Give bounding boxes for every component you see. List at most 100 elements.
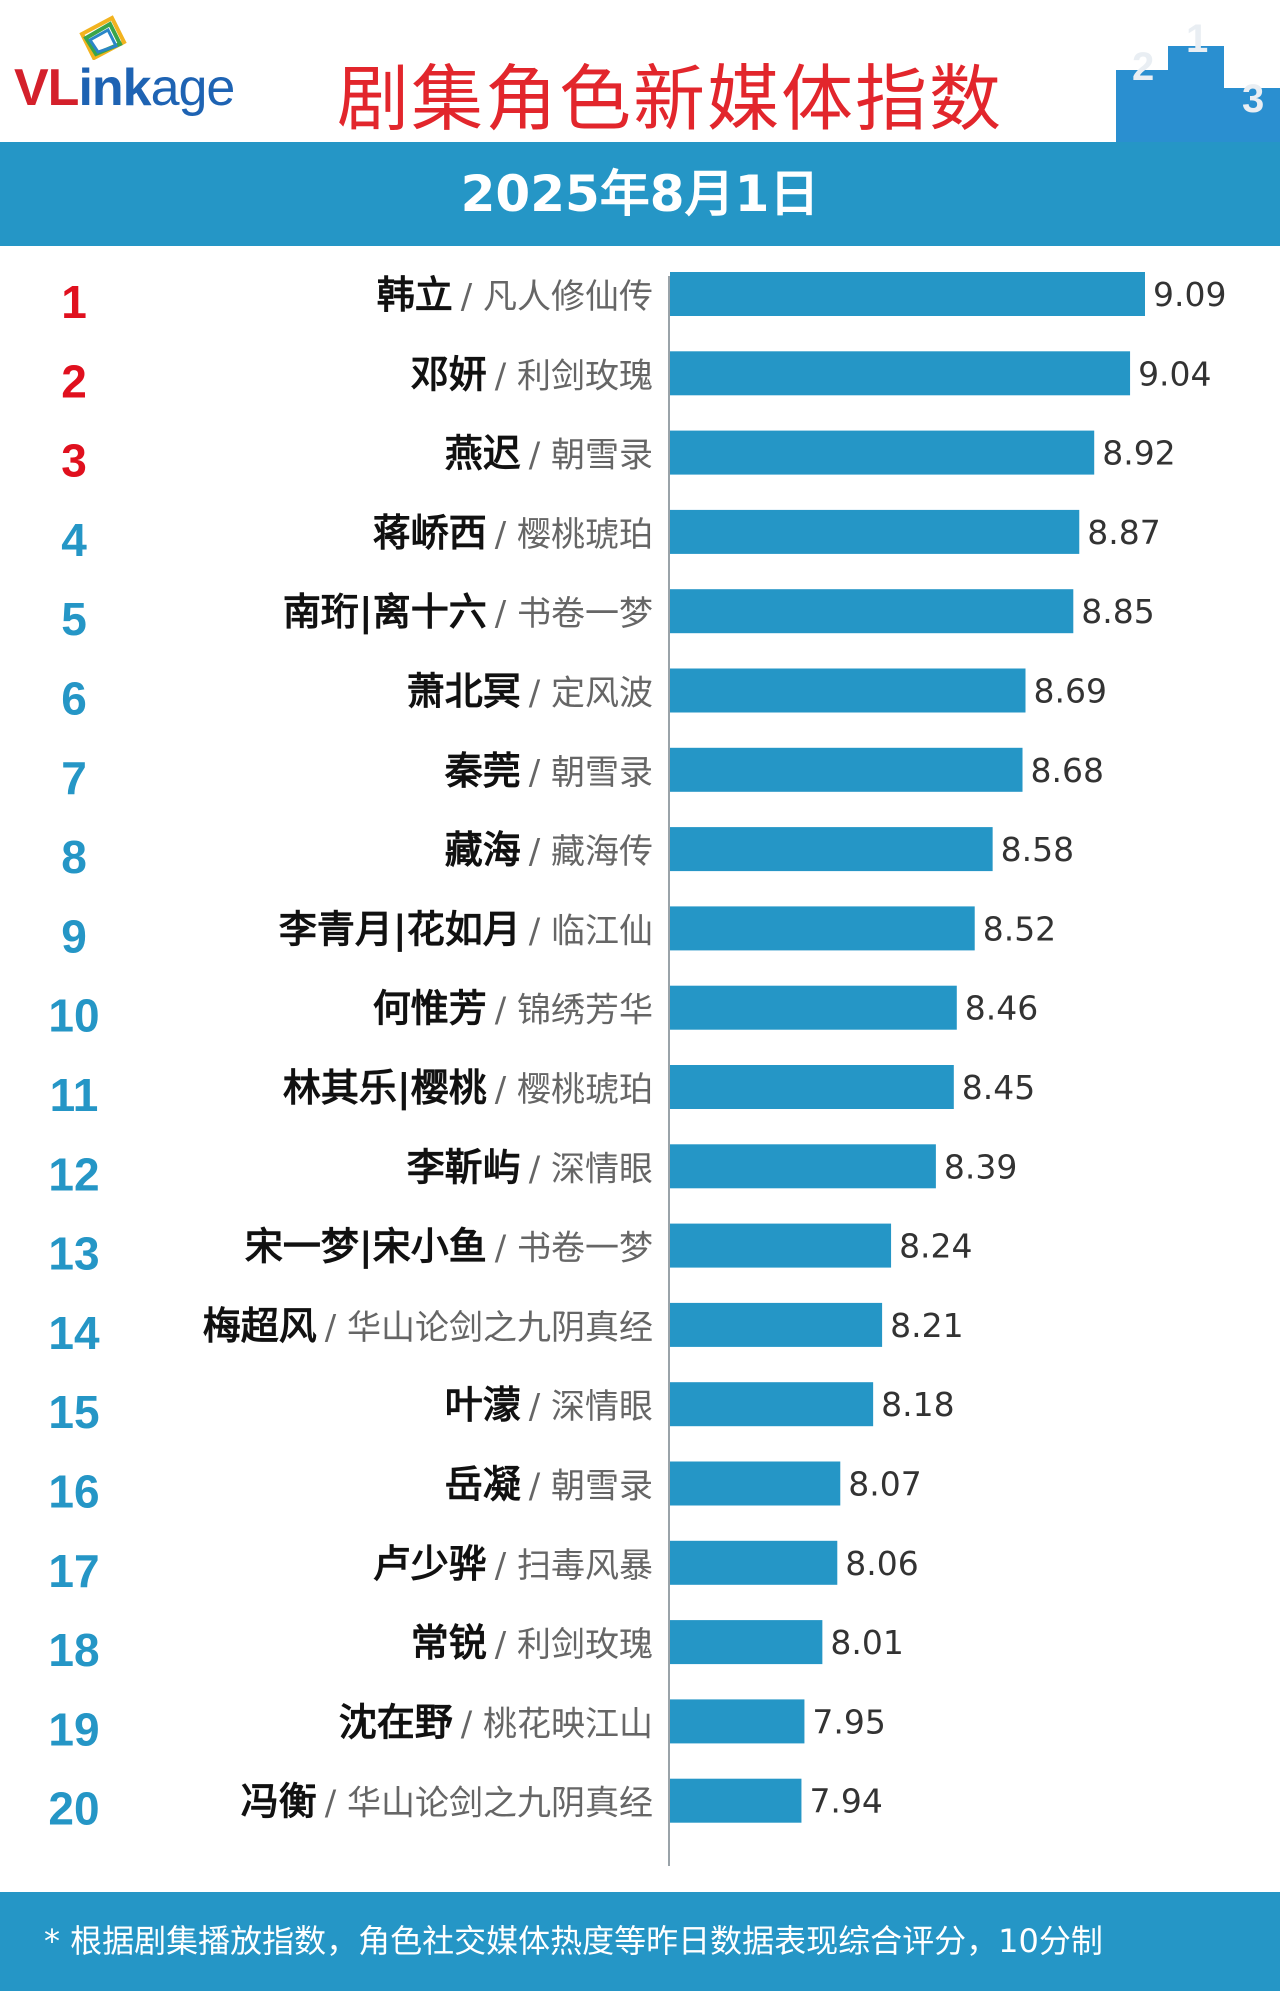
data-label: 8.01: [830, 1623, 903, 1662]
drama-name: 桃花映江山: [483, 1704, 653, 1744]
drama-name: 华山论剑之九阴真经: [347, 1784, 653, 1824]
role-name: 梅超风: [203, 1304, 317, 1348]
rank-number: 7: [61, 752, 87, 804]
rank-number: 20: [48, 1783, 99, 1835]
bar: [670, 1065, 954, 1109]
drama-name: 藏海传: [551, 832, 653, 872]
bar-row: 13 宋一梦|宋小鱼 / 书卷一梦 8.24: [48, 1223, 973, 1280]
drama-name: 锦绣芳华: [517, 991, 653, 1031]
bar-row: 6 萧北冥 / 定风波 8.69: [61, 668, 1107, 725]
bar-row: 11 林其乐|樱桃 / 樱桃琥珀 8.45: [50, 1065, 1035, 1121]
bar-row: 12 李靳屿 / 深情眼 8.39: [48, 1144, 1017, 1200]
label-separator: /: [529, 1387, 551, 1427]
rank-number: 4: [61, 514, 87, 566]
role-name: 韩立: [377, 273, 453, 317]
rank-number: 9: [61, 910, 87, 962]
bar-row: 18 常锐 / 利剑玫瑰 8.01: [48, 1620, 904, 1676]
rank-number: 12: [48, 1148, 99, 1200]
bar: [670, 1699, 805, 1744]
rank-number: 2: [61, 355, 87, 407]
row-label: 常锐 / 利剑玫瑰: [411, 1621, 653, 1665]
role-name: 卢少骅: [373, 1542, 487, 1586]
footer-note: * 根据剧集播放指数，角色社交媒体热度等昨日数据表现综合评分，10分制: [0, 1892, 1280, 1991]
data-label: 7.94: [809, 1782, 882, 1821]
drama-name: 深情眼: [551, 1149, 653, 1189]
row-label: 藏海 / 藏海传: [445, 828, 653, 872]
role-name: 李靳屿: [407, 1145, 521, 1189]
drama-name: 利剑玫瑰: [517, 356, 653, 396]
bar: [670, 351, 1131, 396]
bar: [670, 1461, 841, 1506]
bar: [670, 1302, 883, 1347]
label-separator: /: [461, 277, 483, 317]
row-label: 邓妍 / 利剑玫瑰: [411, 352, 653, 396]
rank-number: 15: [48, 1386, 99, 1438]
rank-number: 18: [48, 1624, 99, 1676]
label-separator: /: [495, 515, 517, 555]
bar-row: 9 李青月|花如月 / 临江仙 8.52: [61, 906, 1056, 962]
bar: [670, 827, 993, 872]
rank-number: 11: [50, 1069, 99, 1121]
row-label: 林其乐|樱桃 / 樱桃琥珀: [283, 1066, 653, 1111]
bar: [670, 906, 975, 951]
data-label: 8.87: [1087, 513, 1160, 552]
ranking-bar-chart: 1 韩立 / 凡人修仙传 9.09 2 邓妍 / 利剑玫瑰 9.04 3 燕迟 / 朝雪录 8.92 4…: [0, 246, 1280, 1886]
bar-row: 10 何惟芳 / 锦绣芳华 8.46: [48, 985, 1038, 1042]
rank-number: 14: [48, 1307, 100, 1359]
role-name: 宋一梦|宋小鱼: [245, 1225, 487, 1270]
bar: [670, 1144, 936, 1189]
rank-number: 6: [61, 673, 87, 725]
role-name: 秦莞: [444, 749, 521, 793]
role-name: 常锐: [411, 1621, 487, 1665]
role-name: 岳凝: [445, 1463, 521, 1507]
podium-label-2: 2: [1132, 45, 1154, 89]
logo-text-ink: ink: [78, 59, 151, 117]
label-separator: /: [495, 991, 517, 1031]
data-label: 8.06: [845, 1544, 918, 1583]
drama-name: 樱桃琥珀: [517, 515, 653, 555]
role-name: 林其乐|樱桃: [283, 1066, 487, 1111]
role-name: 冯衡: [241, 1780, 317, 1824]
bar-row: 20 冯衡 / 华山论剑之九阴真经 7.94: [48, 1778, 883, 1835]
label-separator: /: [495, 1070, 517, 1110]
bar-row: 2 邓妍 / 利剑玫瑰 9.04: [61, 351, 1212, 407]
bar-row: 1 韩立 / 凡人修仙传 9.09: [61, 272, 1226, 328]
role-name: 何惟芳: [373, 987, 487, 1031]
label-separator: /: [325, 1308, 347, 1348]
label-separator: /: [495, 1546, 517, 1586]
label-separator: /: [529, 1149, 551, 1189]
data-label: 8.68: [1031, 751, 1104, 790]
rank-number: 3: [61, 435, 87, 487]
data-label: 8.85: [1081, 592, 1154, 631]
label-separator: /: [495, 594, 517, 634]
bar: [670, 430, 1095, 475]
page-title: 剧集角色新媒体指数: [336, 57, 1003, 141]
rank-number: 17: [48, 1545, 99, 1597]
drama-name: 朝雪录: [551, 436, 653, 476]
vlinkage-logo: VLinkage: [12, 14, 282, 124]
label-separator: /: [461, 1704, 483, 1744]
rank-number: 13: [48, 1228, 99, 1280]
bar: [670, 1223, 892, 1268]
label-separator: /: [529, 753, 551, 793]
data-label: 8.69: [1034, 672, 1107, 711]
bar-row: 15 叶濛 / 深情眼 8.18: [48, 1382, 955, 1438]
label-separator: /: [325, 1784, 347, 1824]
rank-number: 1: [61, 276, 87, 328]
row-label: 岳凝 / 朝雪录: [445, 1463, 653, 1507]
role-name: 沈在野: [339, 1700, 453, 1744]
date-banner: 2025年8月1日: [0, 142, 1280, 246]
bar: [670, 1778, 802, 1823]
podium-label-1: 1: [1186, 18, 1208, 61]
row-label: 燕迟 / 朝雪录: [445, 432, 653, 476]
bar: [670, 272, 1145, 316]
drama-name: 樱桃琥珀: [517, 1070, 653, 1110]
row-label: 蒋峤西 / 樱桃琥珀: [373, 511, 653, 555]
bar: [670, 747, 1023, 792]
role-name: 邓妍: [411, 352, 487, 396]
label-separator: /: [495, 356, 517, 396]
bar-row: 3 燕迟 / 朝雪录 8.92: [61, 430, 1176, 487]
data-label: 8.45: [962, 1068, 1035, 1107]
role-name: 叶濛: [445, 1383, 521, 1427]
drama-name: 书卷一梦: [517, 594, 653, 634]
